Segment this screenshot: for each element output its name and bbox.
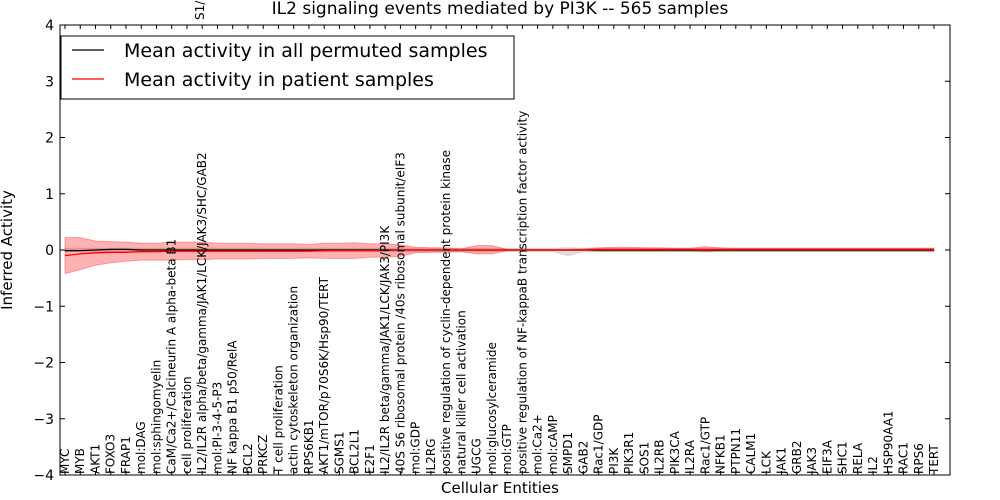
x-tick-label: LCK xyxy=(759,450,773,474)
x-tick-label: IL2RA xyxy=(683,439,697,474)
x-tick-label: RPS6KB1 xyxy=(302,419,316,474)
x-tick-label: SMPD1 xyxy=(561,432,575,474)
x-tick-label: HSP90AA1 xyxy=(881,410,895,474)
y-axis-label: Inferred Activity xyxy=(0,190,16,310)
x-tick-label: IL2RG xyxy=(424,439,438,475)
legend-label-patient: Mean activity in patient samples xyxy=(124,69,434,91)
x-tick-label: MYC xyxy=(58,449,72,474)
legend-label-permuted: Mean activity in all permuted samples xyxy=(124,40,487,62)
y-tick-label: 3 xyxy=(45,74,54,90)
y-tick-label: 1 xyxy=(45,187,54,203)
x-tick-label: RELA xyxy=(851,442,865,474)
x-tick-label: mol:glucosylceramide xyxy=(485,342,499,474)
plot-area xyxy=(64,237,935,275)
x-tick-label: PTPN11 xyxy=(729,428,743,474)
x-tick-label: SOS1 xyxy=(637,442,651,474)
x-tick-label: actin cytoskeleton organization xyxy=(287,286,301,474)
x-tick-label: RPS6 xyxy=(912,443,926,474)
x-tick-label: PIK3CA xyxy=(668,430,682,474)
legend: Mean activity in all permuted samples Me… xyxy=(60,35,515,100)
x-tick-label: NFKB1 xyxy=(714,434,728,474)
y-tick-label: −3 xyxy=(33,412,54,428)
x-axis-label: Cellular Entities xyxy=(441,479,559,497)
x-tick-label: SHC1 xyxy=(836,441,850,474)
x-tick-label: mol:cAMP xyxy=(546,415,560,474)
x-tick-label: PRKCZ xyxy=(256,435,270,474)
x-tick-label: GAB2 xyxy=(576,441,590,474)
x-tick-label: IL2/IL2R alpha/beta/gamma/JAK1/LCK/JAK3/… xyxy=(195,152,209,474)
x-tick-label: CALM1 xyxy=(744,433,758,474)
x-tick-label: PI3K xyxy=(607,447,621,474)
x-tick-label: 40S S6 ribosomal protein /40s ribosomal … xyxy=(393,152,407,474)
y-tick-label: 4 xyxy=(45,18,54,34)
x-tick-label: Rac1/GTP xyxy=(698,417,712,474)
y-tick-label: −2 xyxy=(33,356,54,372)
x-tick-label: mol:PI-3-4-5-P3 xyxy=(211,382,225,474)
x-tick-label: AKT1 xyxy=(89,444,103,474)
x-tick-label: E2F1 xyxy=(363,444,377,474)
line-patient-samples xyxy=(64,248,934,257)
top-clipped-label: S1/SI xyxy=(193,0,207,20)
x-tick-label: mol:GDP xyxy=(409,422,423,474)
x-tick-label: IL2RB xyxy=(653,440,667,474)
x-tick-label: positive regulation of cyclin-dependent … xyxy=(439,150,453,474)
y-axis: −4 −3 −2 −1 0 1 2 3 4 xyxy=(33,18,950,484)
x-tick-label: SGMS1 xyxy=(332,431,346,474)
x-tick-label: JAK1 xyxy=(775,447,789,475)
x-tick-label: mol:GTP xyxy=(500,424,514,474)
y-tick-label: −1 xyxy=(33,299,54,315)
x-tick-label: natural killer cell activation xyxy=(454,310,468,474)
y-tick-label: 2 xyxy=(45,131,54,147)
x-tick-label: positive regulation of NF-kappaB transcr… xyxy=(515,111,529,474)
x-tick-label: mol:sphingomyelin xyxy=(150,360,164,474)
x-tick-label: CaM/Ca2+/Calcineurin A alpha-beta B1 xyxy=(165,239,179,474)
x-tick-label: Rac1/GDP xyxy=(592,415,606,474)
x-tick-label: T cell proliferation xyxy=(271,365,285,475)
y-tick-label: −4 xyxy=(33,468,54,484)
x-tick-label: FRAP1 xyxy=(119,436,133,474)
x-tick-label: EIF3A xyxy=(820,439,834,474)
x-tick-label: TERT xyxy=(927,444,941,475)
x-tick-label: FOXO3 xyxy=(104,434,118,474)
x-tick-label: IL2/IL2R beta/gamma/JAK1/LCK/JAK3/PI3K xyxy=(378,225,392,474)
x-tick-label: PIK3R1 xyxy=(622,432,636,474)
band-patient-samples xyxy=(64,237,935,275)
x-tick-label: IL2 xyxy=(866,456,880,474)
x-tick-label: NF kappa B1 p50/RelA xyxy=(226,340,240,474)
x-tick-label: cell proliferation xyxy=(180,376,194,474)
x-tick-label: mol:Ca2+ xyxy=(531,414,545,474)
legend-box xyxy=(60,35,515,100)
x-tick-label: BCL2L1 xyxy=(348,429,362,474)
x-tick-label: BCL2 xyxy=(241,443,255,474)
chart-title: IL2 signaling events mediated by PI3K --… xyxy=(272,0,729,19)
x-tick-label: GRB2 xyxy=(790,440,804,474)
x-tick-label: JAK3 xyxy=(805,447,819,475)
x-tick-label: MYB xyxy=(73,448,87,474)
x-axis: MYC MYB AKT1 FOXO3 FRAP1 mol:DAG mol:sphingomy… xyxy=(58,25,941,475)
y-tick-label: 0 xyxy=(45,243,54,259)
x-tick-label: AKT1/mTOR/p70S6K/Hsp90/TERT xyxy=(317,276,331,474)
x-tick-label: UGCG xyxy=(470,438,484,474)
x-tick-label: mol:DAG xyxy=(134,421,148,474)
x-tick-label: RAC1 xyxy=(897,442,911,474)
